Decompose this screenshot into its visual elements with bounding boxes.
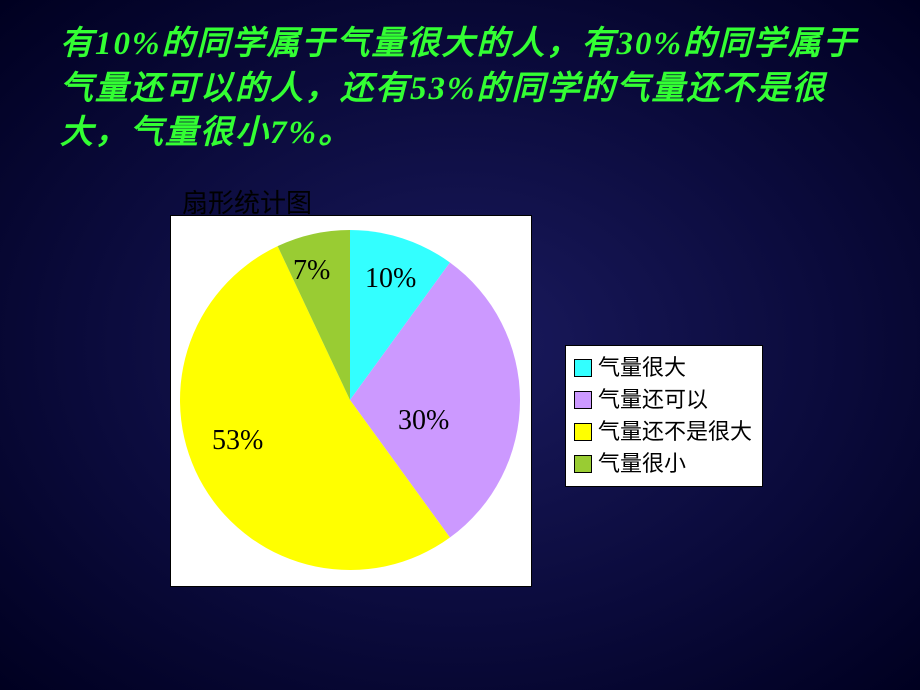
legend-text: 气量很大 [598, 352, 686, 384]
legend: 气量很大气量还可以气量还不是很大气量很小 [565, 345, 763, 487]
pie-chart [0, 0, 920, 690]
legend-swatch [574, 423, 592, 441]
slice-label-okay: 30% [398, 405, 449, 437]
legend-item: 气量很小 [574, 448, 752, 480]
legend-swatch [574, 455, 592, 473]
legend-text: 气量很小 [598, 448, 686, 480]
slice-label-very_large: 10% [365, 263, 416, 295]
legend-text: 气量还不是很大 [598, 416, 752, 448]
legend-text: 气量还可以 [598, 384, 708, 416]
slice-label-very_small: 7% [293, 255, 330, 287]
legend-item: 气量还不是很大 [574, 416, 752, 448]
legend-item: 气量还可以 [574, 384, 752, 416]
legend-item: 气量很大 [574, 352, 752, 384]
legend-swatch [574, 391, 592, 409]
slice-label-not_large: 53% [212, 425, 263, 457]
legend-swatch [574, 359, 592, 377]
